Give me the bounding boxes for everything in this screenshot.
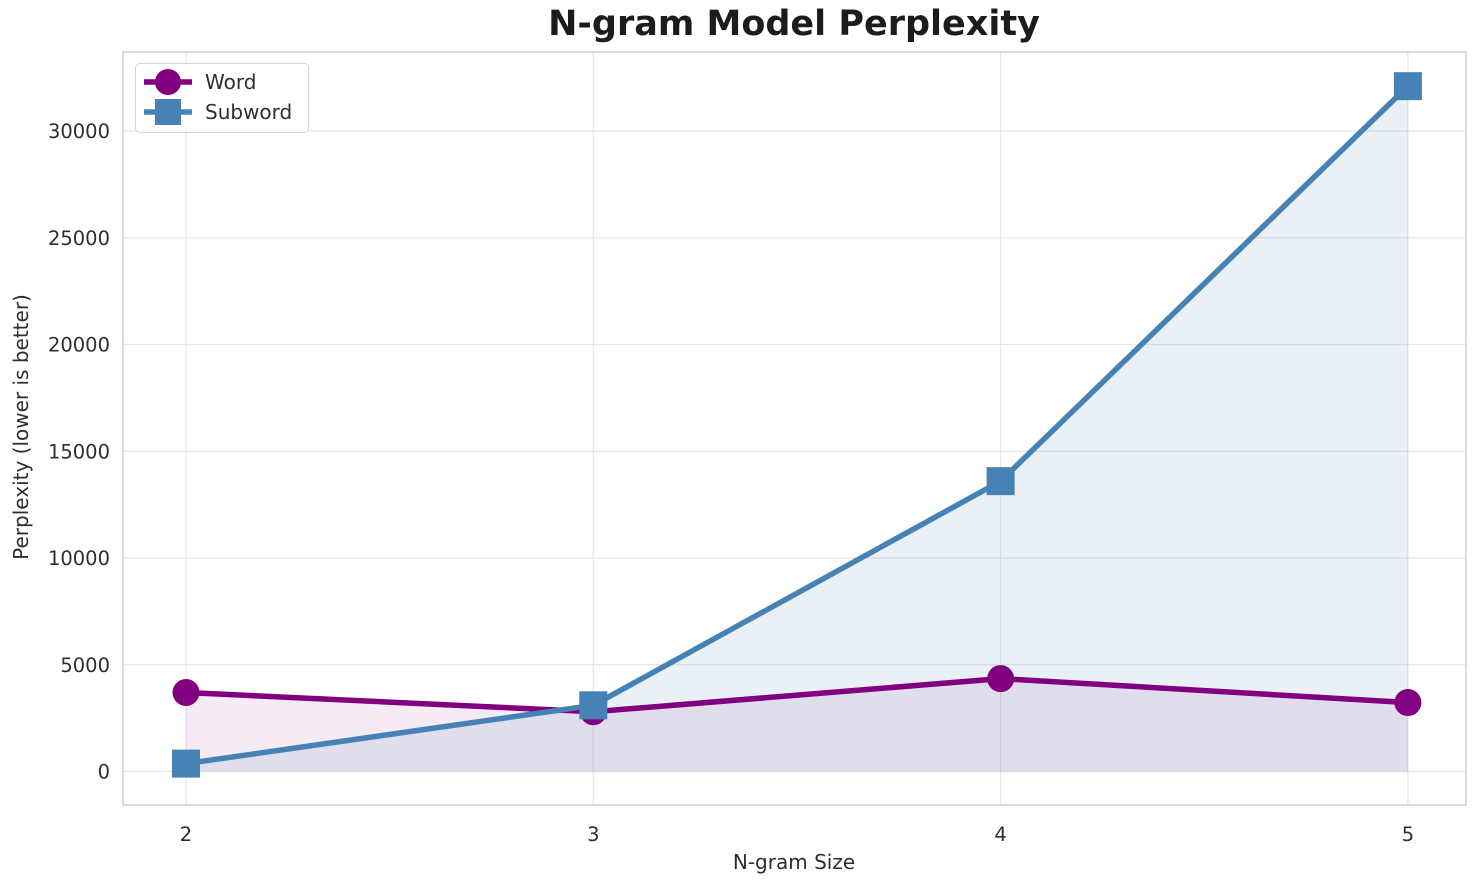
word-point-4 [987,665,1015,693]
plot-background [123,52,1466,805]
plot-border [122,51,1467,806]
y-tick-label-5000: 5000 [60,654,110,677]
subword-point-2 [172,749,200,778]
y-tick-label-10000: 10000 [48,547,110,570]
subword-point-4 [986,467,1015,496]
word-area-fill [186,678,1408,772]
legend-item-subword: Subword [142,97,292,127]
x-tick-label-2: 2 [180,823,192,846]
word-line-circle-icon [144,69,192,95]
y-tick-label-20000: 20000 [48,334,110,357]
subword-line [183,83,1411,767]
y-tick-label-25000: 25000 [48,227,110,250]
legend-item-word: Word [142,67,292,97]
subword-line-square-icon [144,99,192,125]
x-tick-label-5: 5 [1402,823,1414,846]
subword-area-fill [186,86,1408,772]
chart-title: N-gram Model Perplexity [548,4,1040,44]
y-tick-label-0: 0 [98,761,110,784]
word-point-2 [172,679,200,707]
y-tick-label-30000: 30000 [48,120,110,143]
legend-label-subword: Subword [205,100,293,124]
y-tick-label-15000: 15000 [48,440,110,463]
subword-point-5 [1393,72,1422,101]
x-tick-label-3: 3 [587,823,599,846]
word-point-5 [1394,689,1422,717]
legend-label-word: Word [205,70,257,94]
x-tick-label-4: 4 [994,823,1006,846]
subword-point-3 [579,691,608,720]
legend: Word Subword [135,63,310,133]
x-axis-label: N-gram Size [732,850,856,874]
word-line [183,675,1411,715]
